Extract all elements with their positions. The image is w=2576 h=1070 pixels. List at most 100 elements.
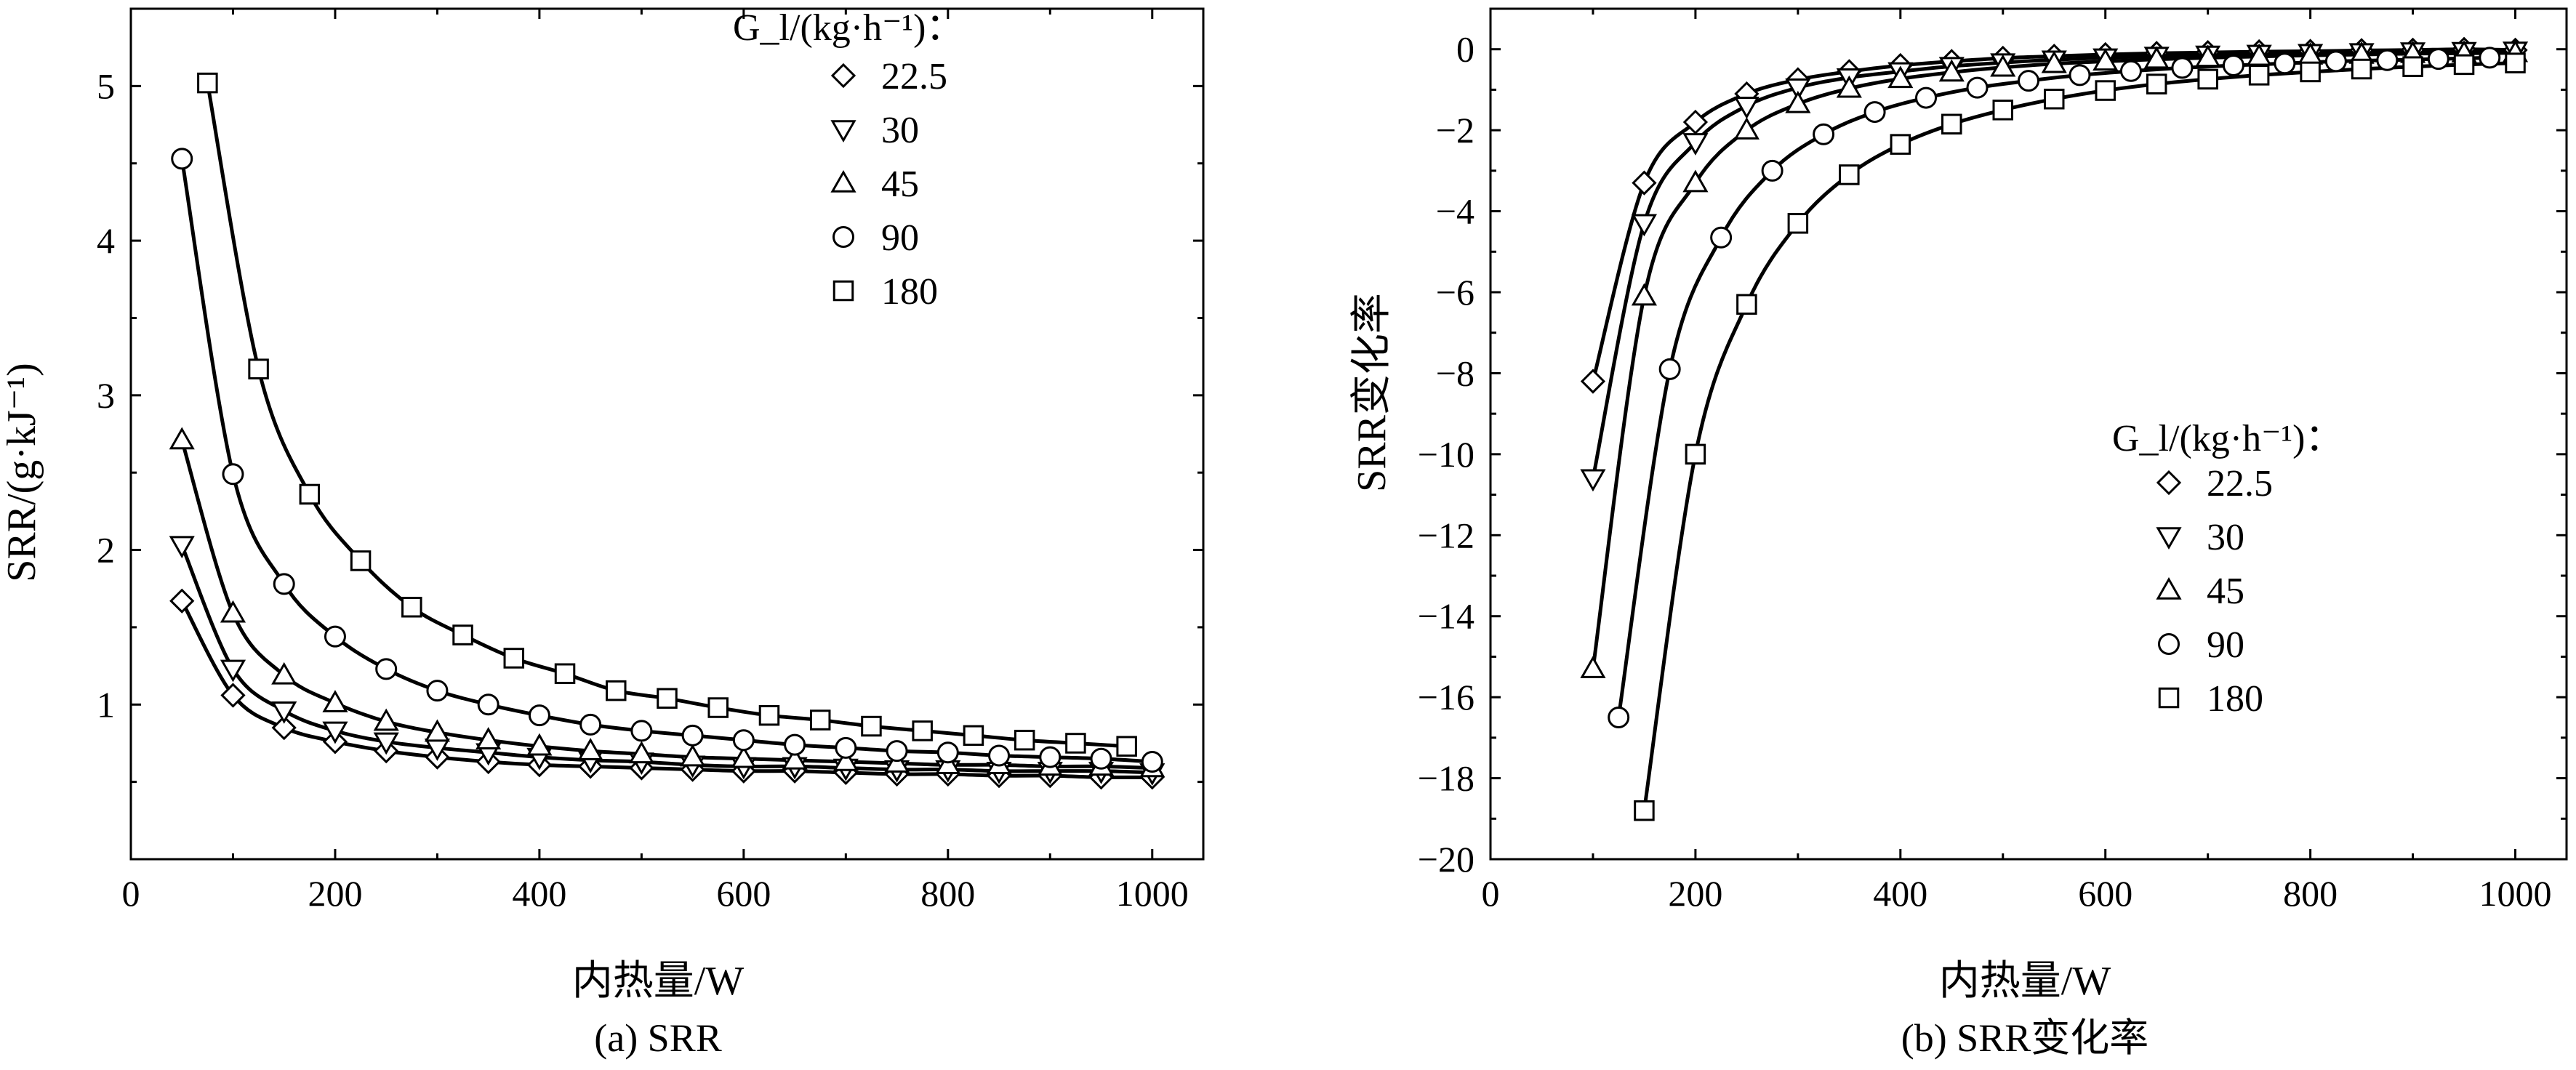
series-line-45	[1591, 51, 2516, 669]
point-90	[2069, 64, 2091, 87]
point-22.5	[1580, 369, 1606, 394]
point-45	[424, 719, 451, 742]
point-90	[835, 736, 857, 759]
legend-marker-45	[830, 169, 856, 193]
y-tick-label: −2	[1436, 110, 1474, 150]
point-45	[2041, 50, 2067, 73]
legend-label-30: 30	[881, 110, 919, 151]
point-22.5	[220, 683, 246, 708]
point-90	[1658, 358, 1681, 380]
point-45	[2143, 46, 2170, 69]
legend-label-180: 180	[881, 271, 938, 313]
y-tick-label: −16	[1418, 677, 1474, 717]
point-45	[1580, 656, 1606, 678]
chart-b-ticks: 0 200 400 600 800 1000 0 −2 −4 −6 −8 −10 −12 −14 −16 −1…	[1418, 9, 2567, 914]
x-tick-label: 600	[716, 873, 771, 914]
point-90	[222, 463, 244, 486]
x-tick-label: 400	[512, 873, 566, 914]
point-90	[1813, 123, 1835, 145]
x-tick-label: 400	[1873, 873, 1927, 914]
point-45	[883, 750, 910, 773]
legend-label-45: 45	[881, 164, 919, 205]
point-45	[1990, 54, 2016, 77]
point-90	[2427, 48, 2449, 71]
point-90	[426, 680, 449, 702]
point-30	[1580, 469, 1606, 492]
point-180	[2453, 54, 2475, 76]
point-45	[832, 748, 859, 771]
point-180	[2197, 68, 2218, 90]
point-180	[2095, 80, 2116, 101]
legend-label-30: 30	[2207, 517, 2244, 558]
point-22.5	[1632, 170, 1657, 196]
point-180	[503, 648, 525, 669]
y-tick-label: 1	[97, 684, 115, 725]
point-30	[1682, 133, 1709, 156]
point-45	[1836, 75, 1862, 98]
point-45	[1887, 65, 1914, 89]
point-180	[1116, 736, 1137, 757]
point-90	[936, 741, 959, 764]
point-180	[197, 72, 218, 94]
legend-marker-45	[2156, 576, 2182, 600]
point-90	[2324, 50, 2347, 73]
chart-b-plot-frame	[1489, 7, 2568, 861]
point-90	[1039, 746, 1062, 768]
point-90	[1608, 707, 1630, 728]
point-45	[476, 727, 502, 749]
point-90	[1141, 750, 1163, 773]
x-tick-label: 1000	[1116, 873, 1189, 914]
y-tick-label: −10	[1418, 434, 1474, 475]
point-180	[452, 624, 473, 645]
chart-a-x-axis-title: 内热量/W	[572, 959, 745, 1004]
point-180	[707, 697, 729, 718]
point-45	[271, 661, 297, 685]
point-45	[782, 747, 808, 770]
point-45	[2195, 44, 2221, 68]
point-180	[2351, 58, 2372, 80]
point-180	[1992, 100, 2014, 121]
point-45	[628, 741, 654, 764]
chart-b-axes	[1489, 7, 2568, 861]
x-tick-label: 800	[2283, 873, 2338, 914]
y-tick-label: 2	[97, 530, 115, 571]
point-180	[963, 725, 984, 747]
point-45	[322, 690, 348, 712]
legend-marker-30	[830, 120, 856, 143]
series-line-90	[1616, 55, 2490, 718]
chart-a-y-axis-title: SRR/(g·kJ⁻¹)	[0, 363, 44, 582]
point-180	[1014, 729, 1035, 751]
point-180	[1685, 443, 1706, 465]
legend-marker-180	[832, 280, 854, 302]
point-45	[526, 733, 553, 756]
point-30	[1785, 78, 1811, 101]
point-45	[373, 708, 399, 731]
chart-b-y-axis-title: SRR变化率	[1349, 293, 1395, 492]
point-45	[220, 600, 246, 623]
point-90	[2376, 49, 2399, 71]
point-90	[1966, 76, 1989, 99]
point-180	[1890, 134, 1911, 155]
point-45	[935, 752, 961, 774]
y-tick-label: −4	[1436, 191, 1474, 232]
point-90	[2018, 70, 2039, 92]
y-tick-label: −14	[1418, 596, 1474, 637]
point-180	[2505, 52, 2526, 73]
y-tick-label: −8	[1436, 353, 1474, 393]
chart-a-markers	[169, 72, 1165, 790]
chart-b: 0 200 400 600 800 1000 0 −2 −4 −6 −8 −10 −12 −14 −16 −1…	[1349, 7, 2568, 1060]
point-180	[350, 550, 372, 571]
point-90	[579, 713, 602, 736]
x-tick-label: 0	[122, 873, 140, 914]
point-180	[1634, 800, 1655, 821]
point-90	[732, 729, 755, 752]
point-30	[1631, 214, 1658, 237]
point-90	[273, 573, 295, 595]
point-30	[1733, 96, 1760, 119]
chart-a-axes	[129, 7, 1205, 861]
legend-marker-180	[2158, 687, 2180, 709]
point-180	[1941, 113, 1962, 135]
point-180	[2300, 61, 2321, 83]
